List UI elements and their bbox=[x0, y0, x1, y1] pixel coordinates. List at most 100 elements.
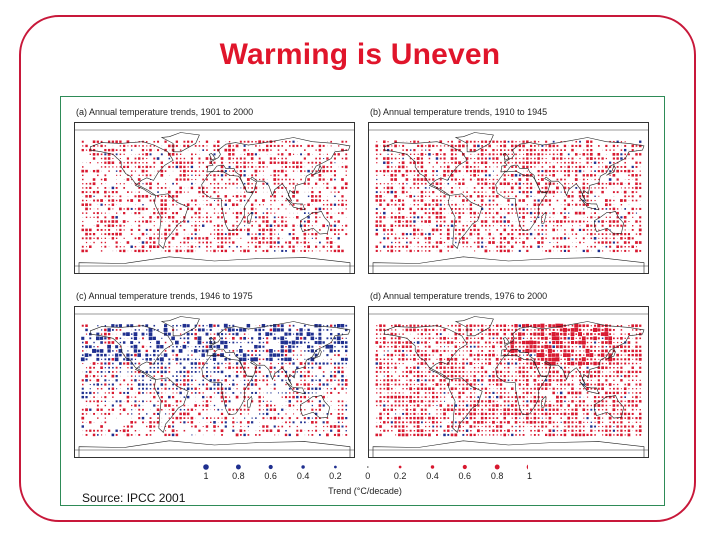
trend-symbol bbox=[274, 379, 276, 381]
trend-symbol bbox=[405, 149, 408, 152]
trend-symbol bbox=[236, 149, 238, 151]
trend-symbol bbox=[519, 157, 521, 160]
trend-symbol bbox=[572, 208, 573, 210]
trend-symbol bbox=[131, 396, 133, 398]
trend-symbol bbox=[303, 336, 307, 340]
trend-symbol bbox=[172, 212, 175, 215]
trend-symbol bbox=[247, 341, 250, 344]
trend-symbol bbox=[224, 387, 227, 390]
trend-symbol bbox=[563, 186, 567, 190]
trend-symbol bbox=[337, 366, 340, 369]
trend-symbol bbox=[232, 429, 235, 432]
trend-symbol bbox=[481, 333, 483, 335]
trend-symbol bbox=[424, 169, 427, 173]
trend-symbol bbox=[205, 345, 209, 349]
trend-symbol bbox=[213, 183, 216, 185]
trend-symbol bbox=[307, 216, 310, 219]
trend-symbol bbox=[511, 208, 514, 210]
trend-symbol bbox=[409, 194, 412, 198]
trend-symbol bbox=[394, 225, 397, 227]
trend-symbol bbox=[495, 211, 499, 215]
trend-symbol bbox=[515, 141, 517, 143]
trend-symbol bbox=[398, 341, 401, 344]
trend-symbol bbox=[609, 170, 611, 172]
trend-symbol bbox=[507, 204, 510, 206]
trend-symbol bbox=[503, 220, 506, 223]
trend-symbol bbox=[228, 157, 231, 160]
trend-symbol bbox=[586, 149, 589, 152]
trend-symbol bbox=[545, 250, 548, 252]
trend-symbol bbox=[440, 162, 442, 164]
trend-symbol bbox=[315, 245, 318, 248]
trend-symbol bbox=[164, 433, 167, 437]
continent-outline bbox=[201, 170, 254, 232]
trend-symbol bbox=[600, 353, 605, 357]
trend-symbol bbox=[183, 358, 186, 361]
trend-symbol bbox=[330, 379, 333, 382]
trend-symbol bbox=[224, 400, 228, 403]
trend-symbol bbox=[481, 354, 484, 356]
trend-symbol bbox=[327, 400, 328, 402]
trend-symbol bbox=[473, 187, 476, 189]
trend-symbol bbox=[639, 337, 642, 340]
trend-symbol bbox=[447, 366, 450, 369]
trend-symbol bbox=[115, 433, 118, 436]
trend-symbol bbox=[420, 152, 424, 156]
trend-symbol bbox=[205, 332, 209, 336]
panel-c-caption: (c) Annual temperature trends, 1946 to 1… bbox=[76, 291, 253, 301]
trend-symbol bbox=[334, 350, 336, 352]
trend-symbol bbox=[639, 200, 641, 201]
trend-symbol bbox=[326, 237, 329, 240]
trend-symbol bbox=[168, 200, 170, 201]
trend-symbol bbox=[379, 170, 382, 172]
trend-symbol bbox=[285, 250, 287, 252]
trend-symbol bbox=[104, 396, 107, 399]
trend-symbol bbox=[639, 363, 641, 365]
trend-symbol bbox=[481, 212, 483, 214]
trend-symbol bbox=[104, 187, 107, 189]
trend-symbol bbox=[431, 207, 435, 211]
trend-symbol bbox=[172, 404, 174, 407]
trend-symbol bbox=[613, 237, 615, 240]
trend-symbol bbox=[496, 216, 498, 218]
trend-symbol bbox=[266, 325, 268, 327]
trend-symbol bbox=[232, 195, 235, 198]
trend-symbol bbox=[447, 333, 449, 335]
trend-symbol bbox=[620, 204, 623, 206]
trend-symbol bbox=[462, 362, 465, 365]
trend-symbol bbox=[108, 379, 110, 381]
trend-symbol bbox=[391, 362, 393, 365]
trend-symbol bbox=[593, 224, 597, 227]
trend-symbol bbox=[428, 191, 431, 193]
trend-symbol bbox=[243, 249, 246, 253]
trend-symbol bbox=[190, 165, 194, 169]
trend-symbol bbox=[115, 212, 118, 214]
trend-symbol bbox=[337, 191, 340, 193]
trend-symbol bbox=[537, 232, 540, 236]
trend-symbol bbox=[201, 353, 205, 357]
trend-symbol bbox=[613, 187, 615, 189]
trend-symbol bbox=[345, 208, 347, 210]
trend-symbol bbox=[601, 233, 604, 236]
trend-symbol bbox=[198, 157, 201, 160]
trend-symbol bbox=[149, 379, 152, 381]
trend-symbol bbox=[447, 212, 449, 214]
trend-symbol bbox=[258, 400, 261, 403]
trend-symbol bbox=[224, 421, 227, 424]
trend-symbol bbox=[330, 237, 332, 239]
trend-symbol bbox=[424, 174, 427, 177]
trend-symbol bbox=[194, 224, 197, 227]
trend-symbol bbox=[149, 383, 152, 386]
trend-symbol bbox=[85, 191, 88, 194]
trend-symbol bbox=[213, 187, 216, 189]
trend-symbol bbox=[191, 346, 193, 348]
trend-symbol bbox=[522, 245, 525, 248]
trend-symbol bbox=[601, 362, 604, 365]
trend-symbol bbox=[436, 174, 438, 176]
trend-symbol bbox=[575, 362, 578, 365]
trend-symbol bbox=[489, 162, 491, 164]
trend-symbol bbox=[590, 250, 592, 252]
trend-symbol bbox=[108, 387, 111, 390]
trend-symbol bbox=[161, 242, 163, 243]
trend-symbol bbox=[138, 212, 141, 215]
